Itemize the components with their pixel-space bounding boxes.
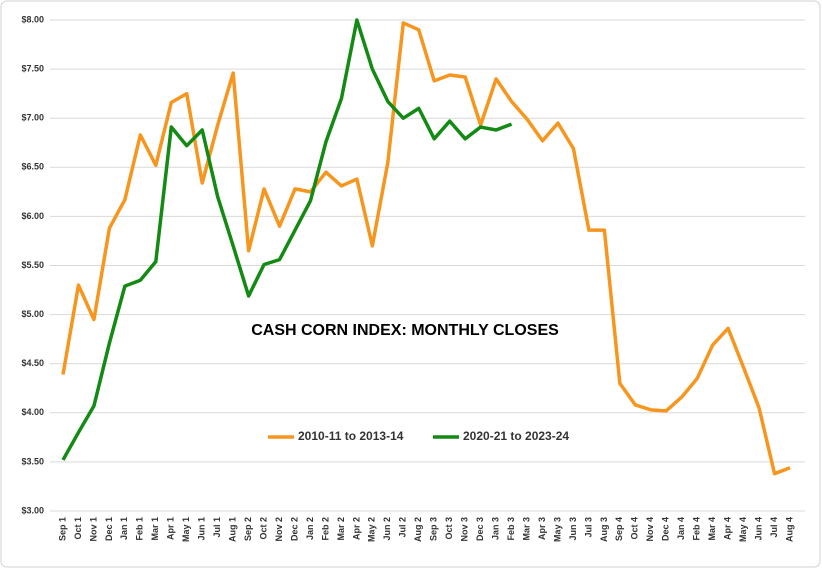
x-tick-label: May 2 xyxy=(367,517,377,542)
x-tick-label: May 1 xyxy=(181,517,191,542)
x-tick-label: Oct 2 xyxy=(258,517,268,540)
x-tick-label: Sep 1 xyxy=(57,517,67,541)
y-tick-label: $5.50 xyxy=(21,260,44,270)
x-tick-label: Dec 1 xyxy=(104,517,114,541)
legend-label: 2020-21 to 2023-24 xyxy=(463,429,569,443)
y-tick-label: $4.00 xyxy=(21,407,44,417)
x-tick-label: Dec 4 xyxy=(661,517,671,541)
x-tick-label: Dec 3 xyxy=(475,517,485,541)
x-tick-label: Jul 1 xyxy=(212,517,222,538)
x-tick-label: Apr 2 xyxy=(351,517,361,540)
x-tick-label: Apr 3 xyxy=(537,517,547,540)
x-tick-label: Jan 4 xyxy=(676,517,686,540)
x-tick-label: Jul 2 xyxy=(398,517,408,538)
x-tick-label: Jun 1 xyxy=(197,517,207,541)
y-tick-label: $8.00 xyxy=(21,14,44,24)
x-tick-label: Jul 3 xyxy=(583,517,593,538)
x-tick-label: Oct 1 xyxy=(73,517,83,540)
x-tick-label: Mar 4 xyxy=(707,517,717,541)
x-tick-label: Jun 4 xyxy=(753,517,763,541)
x-tick-label: Nov 2 xyxy=(274,517,284,542)
y-tick-label: $7.50 xyxy=(21,63,44,73)
x-tick-label: May 4 xyxy=(738,517,748,542)
y-tick-label: $3.50 xyxy=(21,456,44,466)
legend-label: 2010-11 to 2013-14 xyxy=(298,429,404,443)
x-tick-label: Dec 2 xyxy=(289,517,299,541)
x-tick-label: May 3 xyxy=(552,517,562,542)
y-tick-label: $7.00 xyxy=(21,113,44,123)
x-tick-label: Nov 1 xyxy=(88,517,98,542)
chart-title: CASH CORN INDEX: MONTHLY CLOSES xyxy=(251,322,559,339)
x-tick-label: Sep 3 xyxy=(429,517,439,541)
series-line xyxy=(61,18,513,461)
x-tick-label: Mar 3 xyxy=(521,517,531,541)
y-tick-label: $3.00 xyxy=(21,505,44,515)
y-tick-label: $6.50 xyxy=(21,162,44,172)
x-tick-label: Feb 1 xyxy=(135,517,145,541)
x-tick-label: Jun 2 xyxy=(382,517,392,541)
x-tick-label: Jul 4 xyxy=(769,517,779,538)
y-tick-label: $6.00 xyxy=(21,211,44,221)
x-tick-label: Jun 3 xyxy=(568,517,578,541)
x-tick-label: Feb 2 xyxy=(320,517,330,541)
x-tick-label: Jan 2 xyxy=(305,517,315,540)
x-tick-label: Aug 3 xyxy=(599,517,609,542)
x-tick-label: Feb 3 xyxy=(506,517,516,541)
x-tick-label: Jan 3 xyxy=(490,517,500,540)
x-tick-label: Oct 4 xyxy=(630,517,640,540)
x-tick-label: Jan 1 xyxy=(119,517,129,540)
x-tick-label: Aug 2 xyxy=(413,517,423,542)
x-tick-label: Nov 3 xyxy=(460,517,470,542)
x-tick-label: Mar 1 xyxy=(150,517,160,541)
series-line xyxy=(61,21,791,476)
x-tick-label: Mar 2 xyxy=(336,517,346,541)
x-tick-label: Aug 4 xyxy=(784,517,794,542)
x-tick-label: Aug 1 xyxy=(228,517,238,542)
x-tick-label: Apr 1 xyxy=(166,517,176,540)
x-tick-label: Sep 2 xyxy=(243,517,253,541)
x-tick-label: Apr 4 xyxy=(723,517,733,540)
x-tick-label: Sep 4 xyxy=(614,517,624,541)
y-tick-label: $4.50 xyxy=(21,358,44,368)
x-tick-label: Feb 4 xyxy=(692,517,702,541)
x-tick-label: Oct 3 xyxy=(444,517,454,540)
x-tick-label: Nov 4 xyxy=(645,517,655,542)
y-tick-label: $5.00 xyxy=(21,309,44,319)
